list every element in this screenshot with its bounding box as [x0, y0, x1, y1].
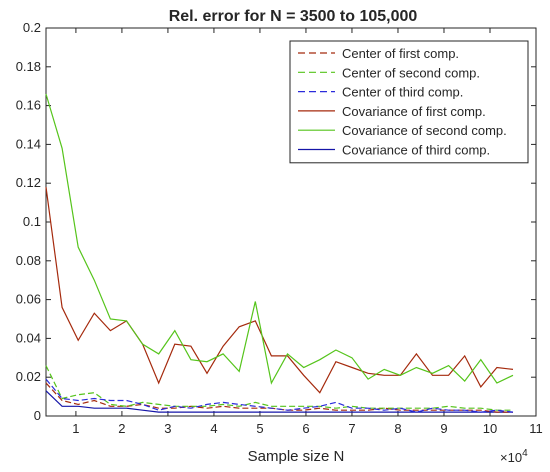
y-tick-label: 0.06 [16, 292, 41, 307]
x-tick-label: 9 [440, 421, 447, 436]
x-axis-label: Sample size N [248, 448, 345, 465]
y-tick-label: 0.18 [16, 59, 41, 74]
series-line-3 [45, 378, 514, 413]
x-exponent-power: 4 [522, 448, 528, 459]
legend-label: Covariance of second comp. [342, 123, 507, 138]
axis-ticks: 1 2 3 4 5 6 7 8 9 10 11 0 0.02 0.04 0.06 0.08 0.1 0.12 0.1… [16, 20, 543, 436]
x-tick-label: 8 [394, 421, 401, 436]
y-tick-label: 0.12 [16, 175, 41, 190]
x-tick-label: 10 [483, 421, 497, 436]
y-tick-label: 0.04 [16, 330, 41, 345]
series-line-2 [45, 365, 513, 411]
series-line-5 [45, 93, 514, 385]
y-tick-label: 0 [34, 408, 41, 423]
legend-label: Center of first comp. [342, 46, 459, 61]
x-tick-label: 11 [529, 421, 543, 436]
legend: Center of first comp. Center of second co… [289, 40, 529, 164]
series-line-6 [45, 390, 513, 413]
x-tick-label: 6 [302, 421, 309, 436]
y-tick-label: 0.08 [16, 253, 41, 268]
x-tick-label: 1 [72, 421, 79, 436]
legend-label: Covariance of first comp. [342, 104, 486, 119]
y-tick-label: 0.1 [23, 214, 41, 229]
x-tick-label: 2 [118, 421, 125, 436]
series-line-4 [45, 187, 514, 394]
x-tick-label: 5 [256, 421, 263, 436]
y-tick-label: 0.14 [16, 136, 41, 151]
x-exponent-base: ×10 [500, 450, 522, 465]
y-tick-label: 0.02 [16, 369, 41, 384]
legend-label: Covariance of third comp. [342, 143, 490, 158]
x-axis-exponent: ×104 [500, 448, 528, 465]
x-tick-label: 4 [210, 421, 217, 436]
plot-series [45, 93, 514, 413]
x-tick-label: 7 [348, 421, 355, 436]
y-tick-label: 0.2 [23, 20, 41, 35]
chart-title: Rel. error for N = 3500 to 105,000 [169, 8, 418, 25]
x-tick-label: 3 [164, 421, 171, 436]
legend-label: Center of third comp. [342, 85, 463, 100]
y-tick-label: 0.16 [16, 98, 41, 113]
legend-label: Center of second comp. [342, 65, 480, 80]
legend-box [289, 40, 529, 164]
